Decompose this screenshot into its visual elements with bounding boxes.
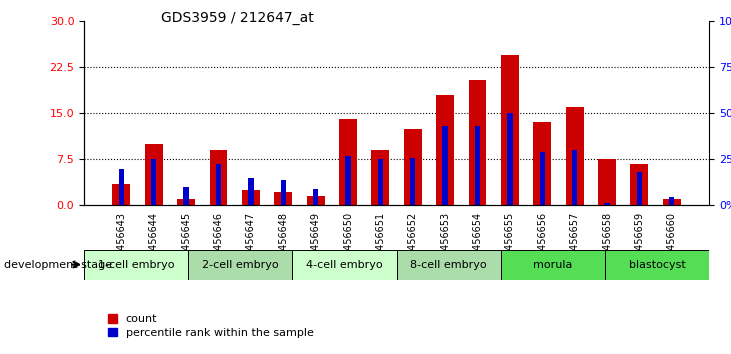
Bar	[637, 172, 642, 205]
Bar	[630, 164, 648, 205]
Bar	[475, 126, 480, 205]
Text: GDS3959 / 212647_at: GDS3959 / 212647_at	[161, 11, 314, 25]
Bar	[242, 190, 260, 205]
Bar	[410, 158, 415, 205]
Bar	[274, 192, 292, 205]
Bar	[566, 107, 583, 205]
Bar	[183, 187, 189, 205]
Bar	[605, 202, 610, 205]
Bar	[501, 250, 605, 280]
Text: 1-cell embryo: 1-cell embryo	[98, 259, 175, 270]
Text: 8-cell embryo: 8-cell embryo	[410, 259, 487, 270]
Bar	[113, 184, 130, 205]
Text: 4-cell embryo: 4-cell embryo	[306, 259, 383, 270]
Bar	[177, 199, 195, 205]
Bar	[396, 250, 501, 280]
Bar	[507, 113, 512, 205]
Bar	[249, 178, 254, 205]
Bar	[605, 250, 709, 280]
Bar	[669, 197, 675, 205]
Bar	[216, 164, 221, 205]
Bar	[404, 129, 422, 205]
Bar	[339, 119, 357, 205]
Legend: count, percentile rank within the sample: count, percentile rank within the sample	[108, 314, 314, 338]
Bar	[436, 95, 454, 205]
Bar	[378, 159, 383, 205]
Bar	[534, 122, 551, 205]
Bar	[151, 159, 156, 205]
Bar	[313, 189, 318, 205]
Bar	[307, 196, 325, 205]
Bar	[210, 150, 227, 205]
Bar	[442, 126, 448, 205]
Bar	[539, 152, 545, 205]
Bar	[84, 250, 188, 280]
Text: blastocyst: blastocyst	[629, 259, 686, 270]
Bar	[598, 159, 616, 205]
Bar	[188, 250, 292, 280]
Bar	[663, 199, 681, 205]
Bar	[145, 144, 163, 205]
Text: development stage: development stage	[4, 259, 112, 270]
Bar	[292, 250, 396, 280]
Bar	[345, 156, 351, 205]
Bar	[371, 150, 390, 205]
Bar	[281, 179, 286, 205]
Bar	[572, 150, 577, 205]
Bar	[469, 80, 486, 205]
Bar	[501, 55, 519, 205]
Text: morula: morula	[533, 259, 572, 270]
Bar	[118, 169, 124, 205]
Text: 2-cell embryo: 2-cell embryo	[202, 259, 279, 270]
